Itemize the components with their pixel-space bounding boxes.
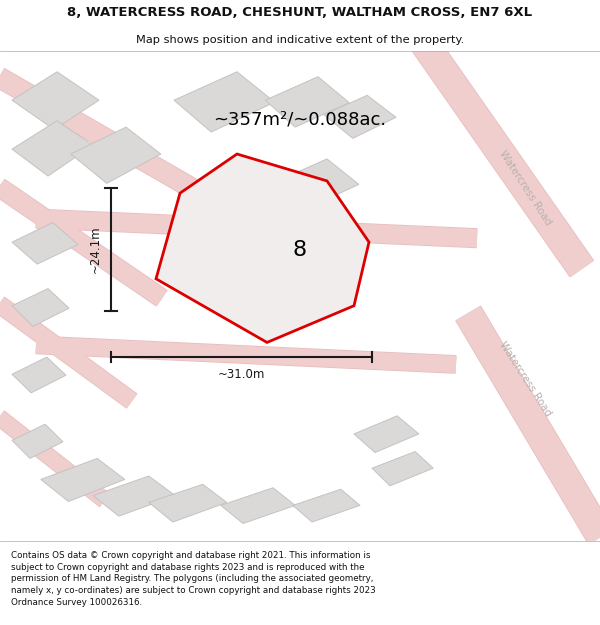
- Polygon shape: [156, 154, 369, 342]
- Polygon shape: [93, 476, 175, 516]
- Polygon shape: [149, 484, 227, 522]
- Text: Map shows position and indicative extent of the property.: Map shows position and indicative extent…: [136, 35, 464, 45]
- Polygon shape: [324, 95, 396, 138]
- Polygon shape: [71, 127, 161, 183]
- Polygon shape: [12, 222, 78, 264]
- Polygon shape: [12, 72, 99, 129]
- Text: Contains OS data © Crown copyright and database right 2021. This information is
: Contains OS data © Crown copyright and d…: [11, 551, 376, 607]
- Text: 8, WATERCRESS ROAD, CHESHUNT, WALTHAM CROSS, EN7 6XL: 8, WATERCRESS ROAD, CHESHUNT, WALTHAM CR…: [67, 6, 533, 19]
- Text: 8: 8: [293, 240, 307, 260]
- Polygon shape: [354, 416, 419, 452]
- Text: ~357m²/~0.088ac.: ~357m²/~0.088ac.: [213, 111, 386, 129]
- Text: Watercress Road: Watercress Road: [497, 149, 553, 228]
- Polygon shape: [174, 72, 275, 132]
- Polygon shape: [221, 488, 295, 524]
- Polygon shape: [41, 458, 125, 501]
- Text: ~31.0m: ~31.0m: [218, 368, 265, 381]
- Polygon shape: [12, 289, 69, 326]
- Text: ~24.1m: ~24.1m: [89, 226, 102, 273]
- Polygon shape: [265, 77, 349, 127]
- Polygon shape: [372, 451, 433, 486]
- Polygon shape: [12, 121, 93, 176]
- Polygon shape: [12, 424, 63, 458]
- Polygon shape: [270, 159, 359, 210]
- Polygon shape: [12, 357, 66, 393]
- Text: Watercress Road: Watercress Road: [497, 340, 553, 418]
- Polygon shape: [293, 489, 360, 522]
